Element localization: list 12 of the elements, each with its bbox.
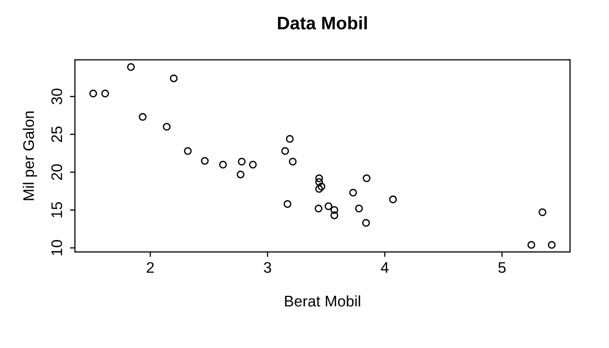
y-tick-label: 30 bbox=[51, 88, 62, 104]
x-tick-label: 4 bbox=[380, 262, 389, 273]
chart-title: Data Mobil bbox=[278, 16, 367, 30]
x-tick-label: 3 bbox=[264, 262, 272, 273]
y-tick-label: 15 bbox=[52, 202, 62, 218]
x-axis-title: Berat Mobil bbox=[285, 295, 360, 307]
x-tick-label: 2 bbox=[146, 262, 154, 273]
y-tick-label: 25 bbox=[51, 126, 62, 142]
x-tick-label: 5 bbox=[498, 262, 506, 273]
y-tick-label: 10 bbox=[51, 240, 62, 256]
y-axis-title: Mil per Galon bbox=[22, 111, 38, 200]
y-tick-label: 20 bbox=[51, 164, 62, 180]
